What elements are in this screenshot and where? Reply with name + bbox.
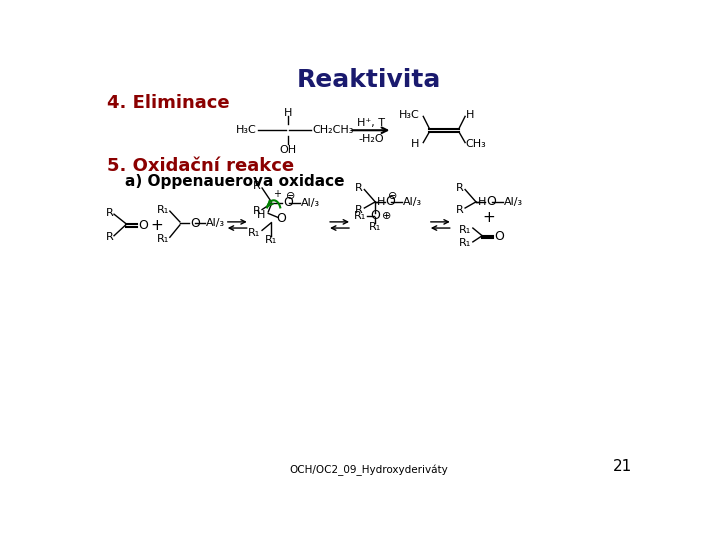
Text: R: R — [106, 232, 113, 242]
Text: R₁: R₁ — [157, 205, 169, 214]
Text: 21: 21 — [613, 459, 632, 474]
Text: a) Oppenauerova oxidace: a) Oppenauerova oxidace — [125, 174, 344, 190]
Text: O: O — [283, 196, 293, 209]
Text: O: O — [138, 219, 148, 232]
Text: CH₃: CH₃ — [466, 139, 487, 149]
Text: H: H — [411, 139, 419, 149]
Text: R: R — [456, 183, 464, 193]
Text: ⊖: ⊖ — [388, 191, 397, 201]
Text: +: + — [482, 210, 495, 225]
Text: R: R — [253, 181, 261, 192]
Text: ⊕: ⊕ — [382, 211, 392, 221]
Text: R₁: R₁ — [248, 228, 261, 238]
Text: R₁: R₁ — [157, 234, 169, 244]
Text: OCH/OC2_09_Hydroxyderiváty: OCH/OC2_09_Hydroxyderiváty — [289, 464, 449, 476]
Text: H: H — [284, 109, 292, 118]
Text: -H₂O: -H₂O — [358, 134, 384, 144]
Text: R₁: R₁ — [459, 225, 472, 234]
Text: O: O — [190, 217, 200, 230]
Text: H₃C: H₃C — [399, 110, 419, 120]
Text: Al/₃: Al/₃ — [301, 198, 320, 207]
Text: R: R — [106, 208, 113, 218]
Text: +: + — [273, 189, 281, 199]
Text: R₁: R₁ — [354, 211, 366, 221]
Text: R₁: R₁ — [459, 239, 472, 248]
Text: H: H — [257, 210, 265, 220]
Text: H: H — [477, 197, 486, 207]
Text: O: O — [495, 230, 505, 243]
Text: O: O — [370, 209, 380, 222]
Text: CH₂CH₃: CH₂CH₃ — [312, 125, 354, 135]
Text: H: H — [466, 110, 474, 120]
Text: R: R — [253, 206, 261, 216]
Text: 5. Oxidační reakce: 5. Oxidační reakce — [107, 158, 294, 176]
Text: H⁺, T: H⁺, T — [357, 118, 385, 127]
Text: Al/₃: Al/₃ — [205, 218, 225, 228]
Text: H: H — [377, 197, 385, 207]
Text: R: R — [355, 183, 363, 193]
Text: H₃C: H₃C — [236, 125, 256, 135]
Text: O: O — [276, 212, 286, 225]
Text: R: R — [355, 205, 363, 214]
Text: R₁: R₁ — [369, 221, 382, 232]
Text: 4. Eliminace: 4. Eliminace — [107, 94, 230, 112]
Text: Reaktivita: Reaktivita — [297, 68, 441, 92]
Text: R: R — [456, 205, 464, 214]
Text: R₁: R₁ — [265, 235, 277, 245]
Text: ⊖: ⊖ — [286, 192, 295, 201]
Text: O: O — [385, 195, 395, 208]
Text: OH: OH — [279, 145, 296, 156]
Text: O: O — [486, 195, 496, 208]
Text: +: + — [150, 218, 163, 233]
Text: Al/₃: Al/₃ — [403, 197, 422, 207]
Text: Al/₃: Al/₃ — [504, 197, 523, 207]
